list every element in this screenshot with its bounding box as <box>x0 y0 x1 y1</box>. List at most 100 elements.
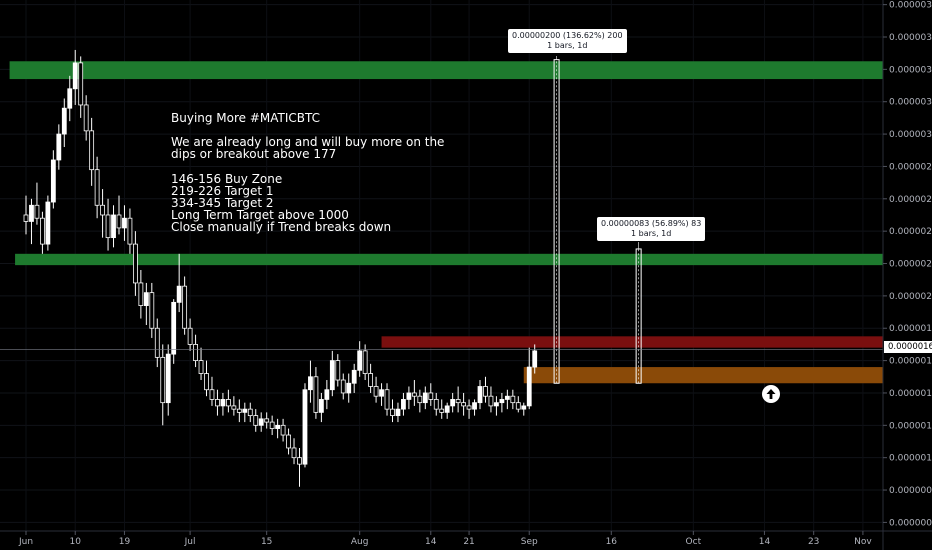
candle-up <box>401 399 406 410</box>
x-tick-label: 14 <box>759 537 771 547</box>
y-tick-label: 0.00000120 <box>889 421 932 431</box>
candle-down <box>100 204 105 216</box>
x-tick-label: Aug <box>351 537 369 547</box>
x-tick-label: 15 <box>261 537 272 547</box>
candle-down <box>127 217 133 245</box>
candle-up <box>422 392 428 404</box>
note-line: 334-345 Target 2 <box>171 196 274 211</box>
x-tick-label: Oct <box>686 537 702 547</box>
candle-down <box>510 395 516 404</box>
candle-down <box>34 204 40 219</box>
y-tick-label: 0.00000100 <box>889 454 932 464</box>
buy-zone[interactable] <box>523 367 883 384</box>
note-line: We are already long and will buy more on… <box>171 135 445 150</box>
candle-up <box>318 399 324 413</box>
x-tick-label: 16 <box>606 537 618 547</box>
zones <box>9 61 884 384</box>
measurement-label-1: 0.00000200 (136.62%) 200 1 bars, 1d <box>508 29 627 53</box>
candle-down <box>297 457 302 465</box>
candle-up <box>242 408 248 413</box>
candle-up <box>477 386 483 404</box>
note-line: Buying More #MATICBTC <box>171 111 321 125</box>
candle-up <box>526 366 532 407</box>
grid <box>0 0 883 531</box>
candle-down <box>193 344 198 362</box>
candle-up <box>67 88 73 109</box>
trade-idea-note: Buying More #MATICBTC We are already long… <box>171 112 444 234</box>
candle-up <box>395 408 401 417</box>
candle-down <box>313 376 319 413</box>
candle-down <box>83 104 89 132</box>
candle-up <box>220 399 226 407</box>
y-tick-label: 0.00000300 <box>889 130 932 140</box>
candle-up <box>406 392 412 400</box>
candle-up <box>532 350 538 368</box>
support-zone[interactable] <box>15 253 884 266</box>
supply-zone[interactable] <box>9 61 883 80</box>
candle-up <box>302 389 308 465</box>
candle-up <box>61 107 67 135</box>
candle-down <box>515 402 521 410</box>
measurement-label-2: 0.00000083 (56.89%) 83 1 bars, 1d <box>597 217 706 241</box>
candle-up <box>472 402 477 410</box>
arrow-up-glyph <box>766 389 776 399</box>
y-tick-label: 0.00000360 <box>889 33 932 43</box>
y-tick-label: 0.00000140 <box>889 389 932 399</box>
candle-down <box>384 389 390 410</box>
last-price-label: 0.00000167 <box>884 341 932 353</box>
x-axis[interactable]: Jun 10 19 Jul 15 Aug 14 21 Sep 16 Oct 14 23 Nov <box>18 531 872 547</box>
candle-down <box>89 130 95 171</box>
y-tick-label: 0.00000160 <box>889 357 932 367</box>
candle-down <box>362 350 368 374</box>
y-tick-label: 0.00000180 <box>889 324 932 334</box>
x-tick-label: Jul <box>184 537 196 547</box>
candle-down <box>439 408 445 413</box>
candle-up <box>521 405 527 410</box>
candle-down <box>78 62 84 106</box>
candle-down <box>428 392 434 400</box>
y-tick-label: 0.00000320 <box>889 98 932 108</box>
y-tick-label: 0.00000260 <box>889 195 932 205</box>
candle-down <box>149 292 155 329</box>
candle-down <box>466 405 472 410</box>
candle-down <box>187 327 193 345</box>
y-tick-label: 0.00000060 <box>889 518 932 528</box>
candle-down <box>225 399 231 407</box>
candle-up <box>504 395 510 400</box>
candle-down <box>209 389 215 400</box>
y-tick-label: 0.00000280 <box>889 162 932 172</box>
candle-down <box>198 360 204 374</box>
candle-down <box>154 327 160 358</box>
candle-down <box>368 373 374 387</box>
resistance-zone[interactable] <box>381 336 883 348</box>
measurement-label-2-line2: 1 bars, 1d <box>631 229 672 238</box>
candle-down <box>433 399 439 410</box>
candle-down <box>461 402 467 407</box>
candle-up <box>29 204 34 222</box>
x-tick-label: Nov <box>854 537 872 547</box>
arrow-up-icon <box>762 385 780 403</box>
candle-down <box>269 421 275 429</box>
candle-up <box>275 424 281 429</box>
candle-up <box>143 292 149 306</box>
candle-up <box>450 399 456 407</box>
y-axis[interactable]: 0.00000380 0.00000360 0.00000340 0.00000320… <box>883 1 932 529</box>
candle-down <box>215 399 220 407</box>
candles <box>23 49 538 487</box>
candle-up <box>379 389 384 397</box>
candle-down <box>264 418 270 423</box>
candle-up <box>499 399 505 404</box>
candle-up <box>176 285 182 303</box>
candle-up <box>346 382 352 394</box>
candle-down <box>138 282 144 306</box>
x-tick-label: Jun <box>18 537 33 547</box>
y-tick-label: 0.00000200 <box>889 292 932 302</box>
candle-up <box>72 62 78 90</box>
candle-down <box>231 405 237 410</box>
note-line: 219-226 Target 1 <box>171 183 274 198</box>
x-tick-label: 19 <box>119 537 131 547</box>
candle-down <box>105 214 111 239</box>
y-tick-label: 0.00000380 <box>889 1 932 11</box>
